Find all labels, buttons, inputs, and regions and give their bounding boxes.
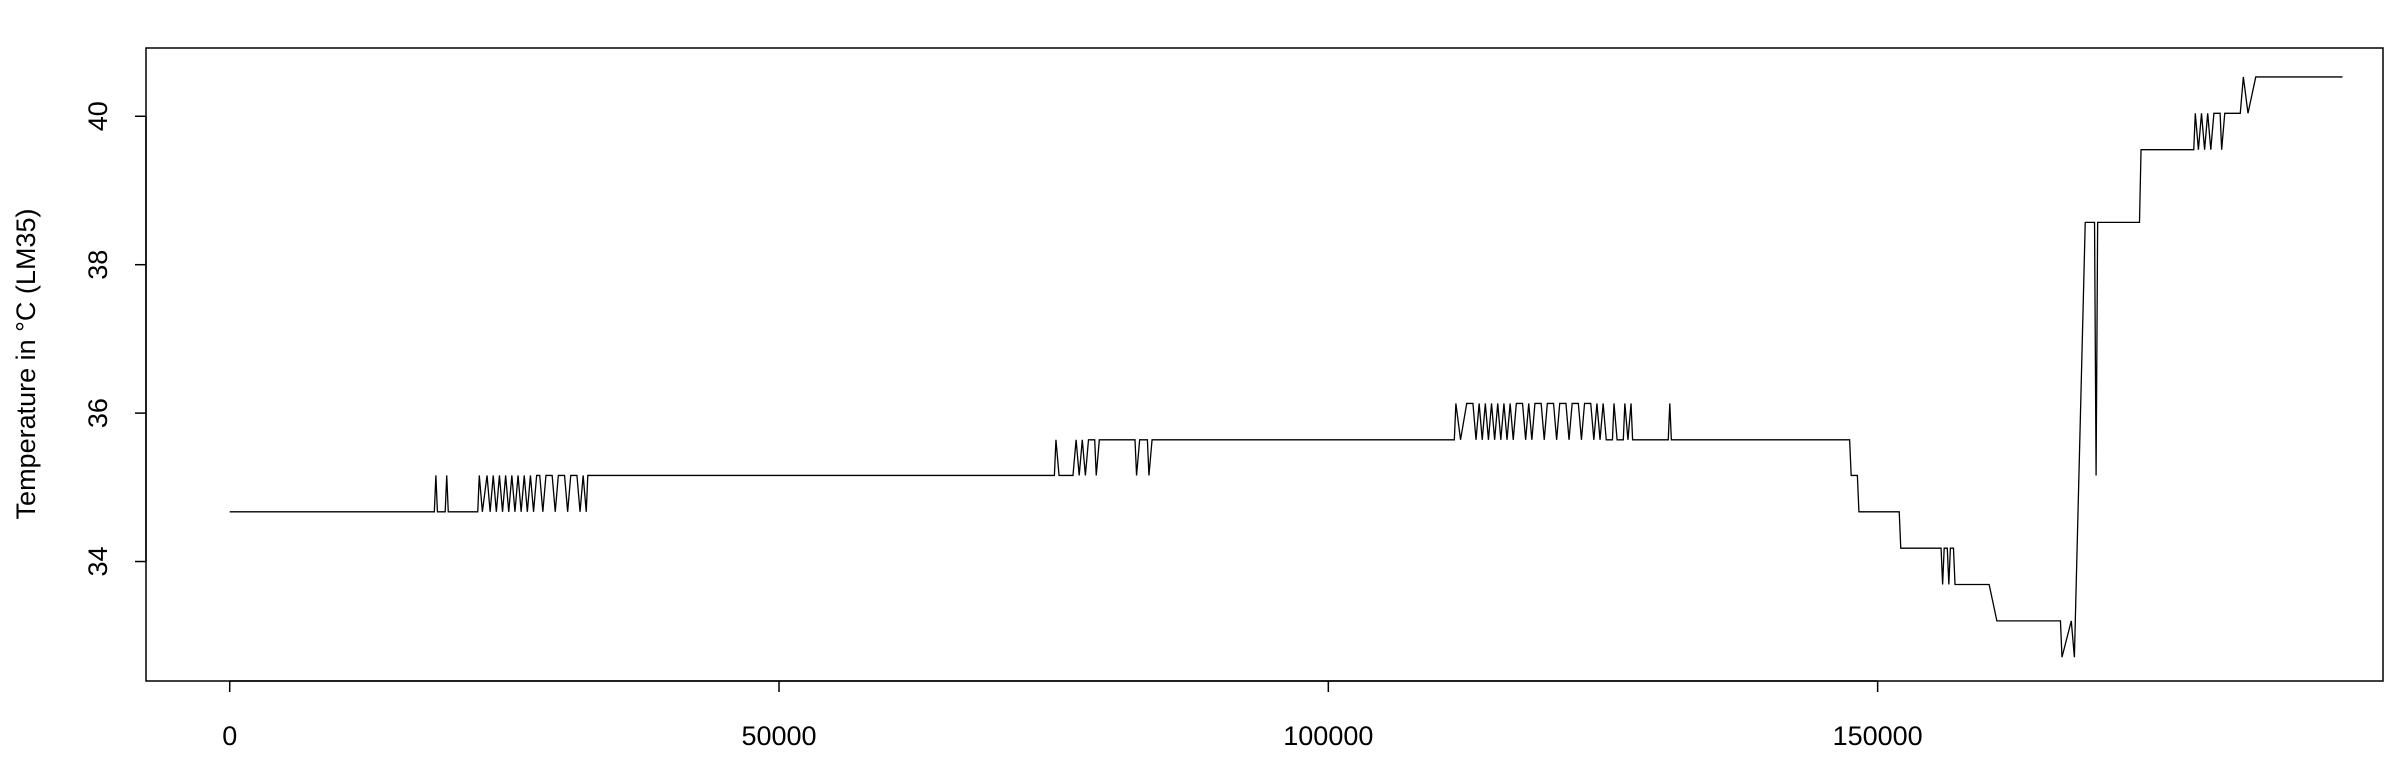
y-tick-label: 36 (83, 398, 113, 428)
x-tick-label: 0 (222, 721, 237, 751)
data-line (229, 76, 2343, 658)
x-tick-label: 150000 (1833, 721, 1923, 751)
y-tick-label: 38 (83, 250, 113, 280)
x-tick-label: 100000 (1283, 721, 1373, 751)
y-tick-label: 40 (83, 101, 113, 131)
y-tick-label: 34 (83, 547, 113, 577)
y-axis-label: Temperature in °C (LM35) (11, 209, 41, 520)
x-tick-label: 50000 (741, 721, 816, 751)
plot-box (145, 47, 2384, 682)
